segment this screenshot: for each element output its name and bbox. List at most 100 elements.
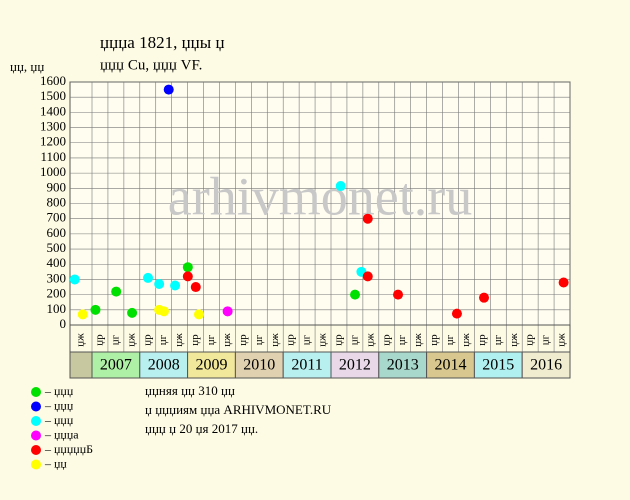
data-point <box>350 289 361 300</box>
x-tick-label: џг <box>396 334 408 345</box>
data-point <box>362 271 373 282</box>
data-point <box>111 286 122 297</box>
legend-marker <box>31 445 41 455</box>
data-point <box>143 272 154 283</box>
note: џџняя џџ 310 џџ <box>145 383 235 398</box>
x-tick-label: џж <box>460 333 472 347</box>
legend-label: – џџџ <box>44 384 74 398</box>
year-cell <box>187 351 236 379</box>
y-tick-label: 1100 <box>40 149 66 164</box>
legend-marker <box>31 401 41 412</box>
year-label: 2009 <box>196 357 228 374</box>
y-axis-label: џџ, џџ <box>10 59 44 74</box>
x-tick-label: џр <box>237 334 249 346</box>
data-point <box>90 304 101 315</box>
y-tick-label: 1000 <box>40 164 66 179</box>
x-tick-label: џг <box>205 334 217 345</box>
x-tick-label: џр <box>476 334 488 346</box>
year-label: 2014 <box>435 357 467 374</box>
chart-subtitle: џџџ Cu, џџџ VF. <box>100 57 202 73</box>
data-point <box>222 306 233 317</box>
x-tick-label: џр <box>93 334 105 346</box>
x-tick-label: џг <box>492 334 504 345</box>
data-point <box>182 262 193 273</box>
y-tick-label: 0 <box>60 316 67 331</box>
y-tick-label: 1200 <box>40 134 66 149</box>
x-tick-label: џж <box>75 333 87 347</box>
data-point <box>393 289 404 300</box>
x-tick-label: џж <box>269 333 281 347</box>
x-tick-label: џж <box>125 333 137 347</box>
y-tick-label: 600 <box>47 225 67 240</box>
y-tick-label: 700 <box>47 210 67 225</box>
x-tick-label: џг <box>540 334 552 345</box>
legend-label: – џџџа <box>44 427 79 441</box>
data-point <box>77 309 88 320</box>
x-tick-label: џг <box>253 334 265 345</box>
x-tick-label: џж <box>173 333 185 347</box>
x-tick-label: џж <box>556 333 568 347</box>
note: џ џџџиям џџа ARHIVMONET.RU <box>145 402 332 417</box>
data-point <box>170 280 181 291</box>
data-point <box>154 278 165 289</box>
data-point <box>479 292 490 303</box>
y-tick-label: 900 <box>47 179 67 194</box>
x-tick-label: џр <box>524 334 536 346</box>
year-label: 2011 <box>291 357 322 374</box>
data-point <box>69 274 80 285</box>
data-point <box>362 213 373 224</box>
x-tick-label: џж <box>364 333 376 347</box>
x-tick-label: џр <box>285 334 297 346</box>
x-tick-label: џг <box>109 334 121 345</box>
legend-marker <box>31 416 41 426</box>
data-point <box>127 307 138 318</box>
legend-label: – џџџ <box>44 413 74 427</box>
data-point <box>193 309 204 320</box>
y-tick-label: 1600 <box>40 73 66 88</box>
y-tick-label: 1300 <box>40 119 66 134</box>
x-tick-label: џг <box>444 334 456 345</box>
data-point <box>335 181 346 192</box>
year-label: 2010 <box>243 357 275 374</box>
x-tick-label: џж <box>412 333 424 347</box>
x-tick-label: џр <box>380 334 392 346</box>
year-label: 2007 <box>100 357 132 374</box>
y-tick-label: 500 <box>47 240 67 255</box>
data-point <box>163 84 174 95</box>
year-cell <box>69 351 93 379</box>
year-cell <box>139 351 189 379</box>
legend-label: – џџџџџБ <box>44 442 93 456</box>
year-label: 2013 <box>387 357 419 374</box>
data-point <box>190 282 201 293</box>
legend-marker <box>31 459 41 470</box>
x-tick-label: џж <box>221 333 233 347</box>
y-tick-label: 1500 <box>40 88 66 103</box>
year-cell <box>378 351 428 379</box>
x-tick-label: џг <box>348 334 360 345</box>
data-point <box>182 271 193 282</box>
data-point <box>451 308 462 319</box>
data-point <box>558 277 569 288</box>
year-cell <box>330 351 380 379</box>
watermark: arhivmonet.ru <box>168 166 472 226</box>
y-tick-label: 300 <box>47 270 67 285</box>
year-label: 2015 <box>482 357 514 374</box>
legend-marker <box>31 430 41 441</box>
year-cell <box>521 351 571 379</box>
y-tick-label: 800 <box>47 194 67 209</box>
y-tick-label: 200 <box>47 286 67 301</box>
chart-title: џџџа 1821, џџы џ <box>100 33 225 52</box>
x-tick-label: џр <box>189 334 201 346</box>
x-tick-label: џр <box>141 334 153 346</box>
y-tick-label: 1400 <box>40 103 66 118</box>
x-tick-label: џг <box>301 334 313 345</box>
year-label: 2016 <box>530 357 562 374</box>
year-label: 2012 <box>339 357 371 374</box>
legend-label: – џџ <box>44 456 67 470</box>
note: џџџ џ 20 џя 2017 џџ. <box>145 421 258 436</box>
data-point <box>158 306 169 317</box>
x-tick-label: џж <box>508 333 520 347</box>
legend-label: – џџџ <box>44 398 74 412</box>
year-cell <box>91 351 141 379</box>
